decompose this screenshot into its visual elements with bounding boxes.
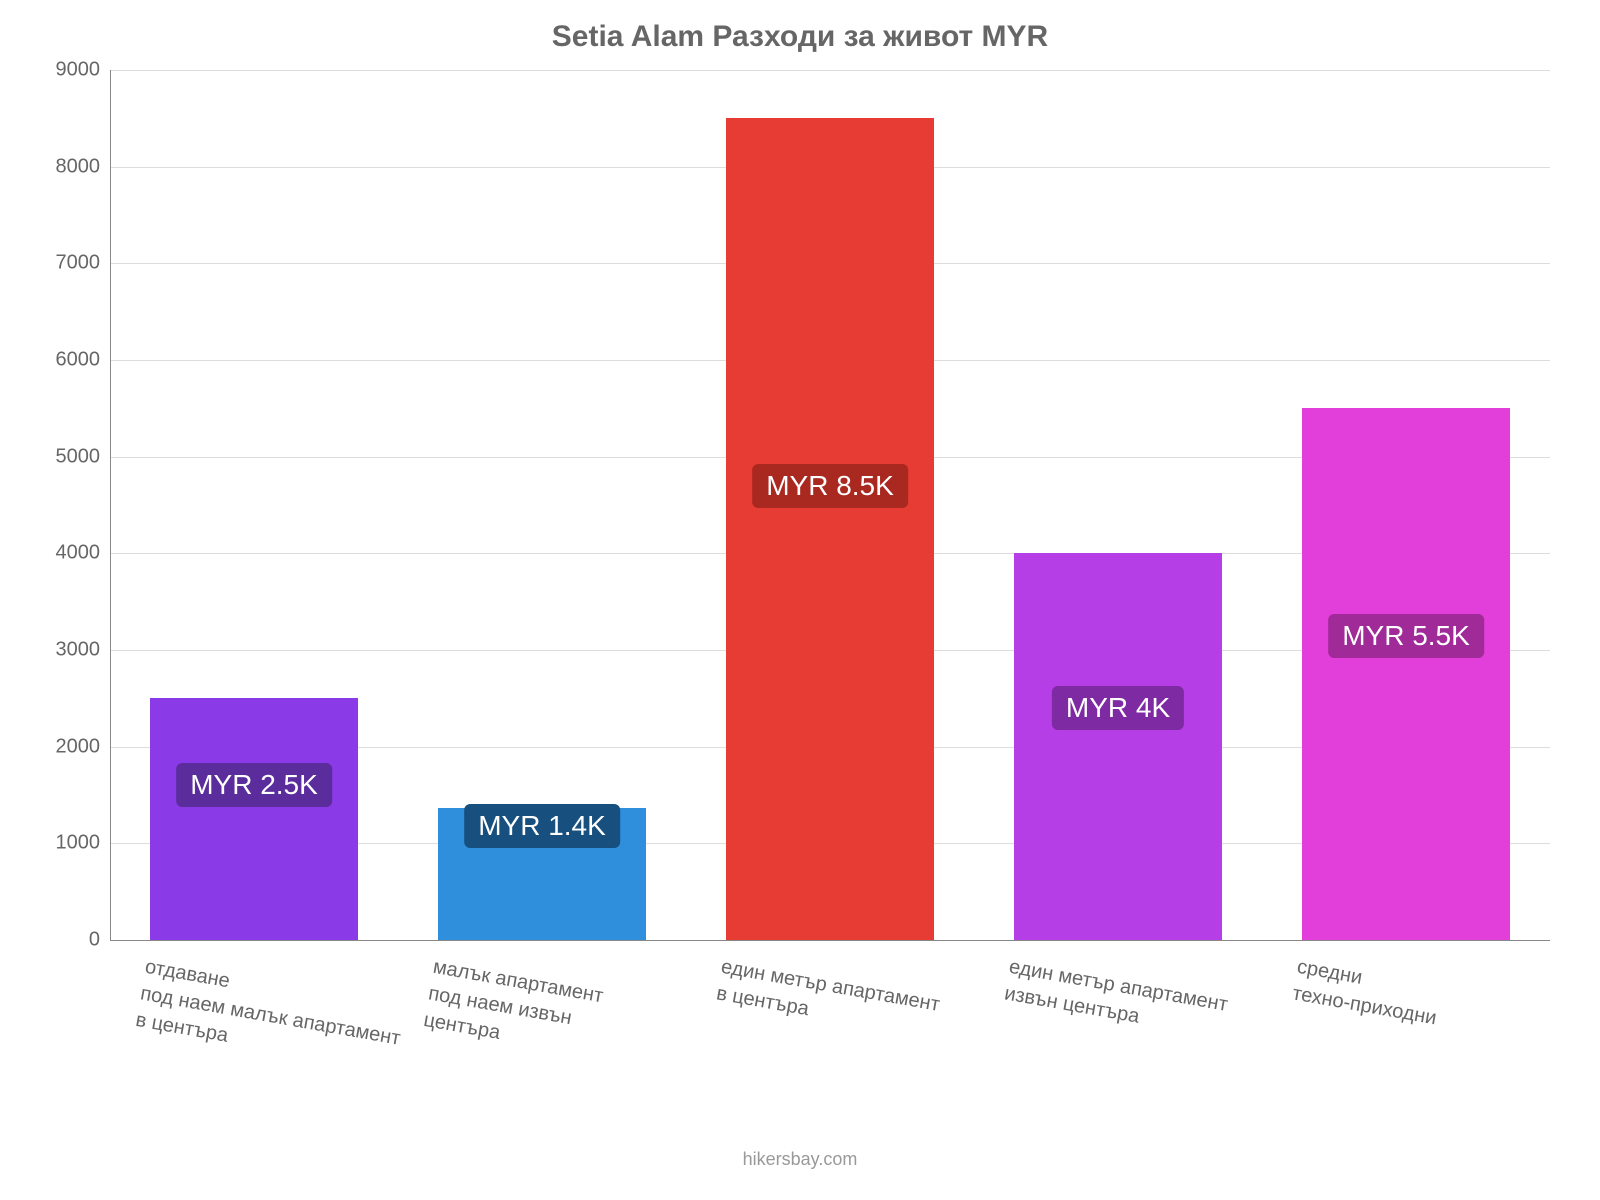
bar	[1302, 408, 1509, 940]
y-tick-label: 7000	[56, 252, 111, 275]
bar-value-label: MYR 5.5K	[1328, 614, 1484, 658]
y-tick-label: 6000	[56, 349, 111, 372]
x-tick-label: един метър апартамент извън центъра	[1003, 940, 1233, 1045]
chart-footer: hikersbay.com	[0, 1149, 1600, 1170]
x-tick-label: отдаване под наем малък апартамент в цен…	[134, 940, 410, 1079]
bar-value-label: MYR 4K	[1052, 686, 1184, 730]
bar-value-label: MYR 1.4K	[464, 804, 620, 848]
y-tick-label: 1000	[56, 832, 111, 855]
x-axis-line	[110, 940, 1550, 941]
y-tick-label: 0	[89, 929, 110, 952]
y-tick-label: 9000	[56, 59, 111, 82]
bar	[1014, 553, 1221, 940]
y-axis-line	[110, 70, 111, 940]
bar-value-label: MYR 2.5K	[176, 763, 332, 807]
x-tick-label: средни техно-приходни	[1291, 940, 1447, 1032]
bar	[150, 698, 357, 940]
chart-container: Setia Alam Разходи за живот MYR 01000200…	[0, 0, 1600, 1200]
x-tick-label: малък апартамент под наем извън центъра	[422, 940, 608, 1063]
y-tick-label: 4000	[56, 542, 111, 565]
bar-value-label: MYR 8.5K	[752, 464, 908, 508]
grid-line	[110, 70, 1550, 71]
bar	[726, 118, 933, 940]
plot-area: 0100020003000400050006000700080009000MYR…	[110, 70, 1550, 940]
x-tick-label: един метър апартамент в центъра	[715, 940, 945, 1045]
y-tick-label: 8000	[56, 155, 111, 178]
y-tick-label: 5000	[56, 445, 111, 468]
chart-title: Setia Alam Разходи за живот MYR	[0, 20, 1600, 54]
y-tick-label: 3000	[56, 639, 111, 662]
y-tick-label: 2000	[56, 735, 111, 758]
